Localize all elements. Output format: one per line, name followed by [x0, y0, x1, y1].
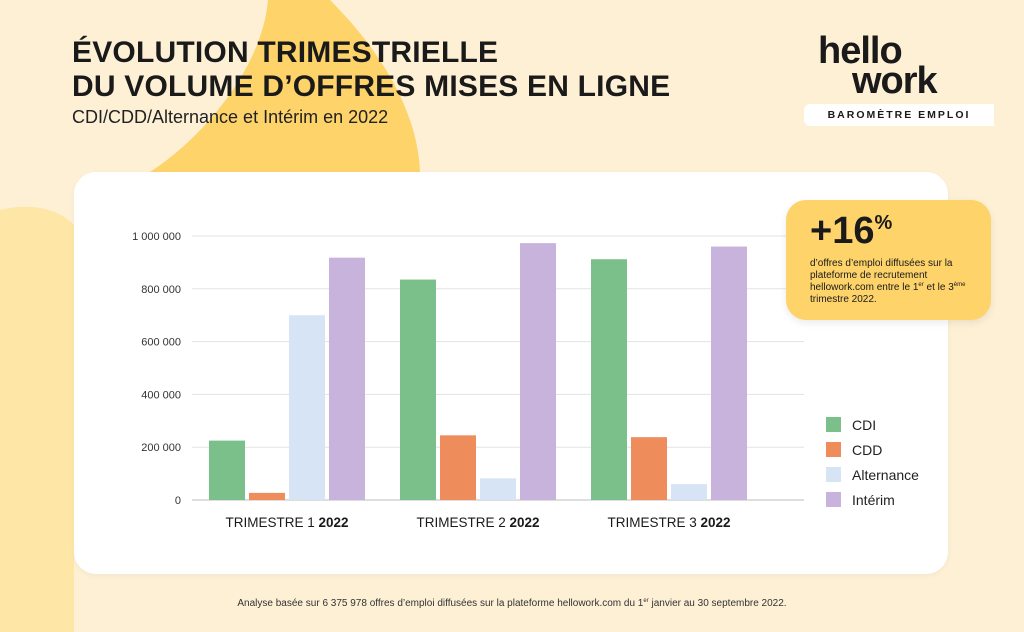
background-arc-shape	[150, 0, 420, 172]
x-tick-prefix: TRIMESTRE 2	[416, 515, 509, 530]
bar-intrim-q2	[520, 243, 556, 501]
logo-band-label: BAROMÈTRE EMPLOI	[804, 104, 994, 126]
callout-unit: %	[874, 212, 893, 234]
y-tick-label: 800 000	[141, 284, 181, 296]
page-subtitle: CDI/CDD/Alternance et Intérim en 2022	[72, 107, 389, 127]
legend-item: Intérim	[826, 487, 919, 512]
callout-text-c: trimestre 2022.	[810, 294, 877, 305]
bar-alternance-q1	[289, 315, 325, 500]
logo-wordmark: hello work	[804, 32, 994, 102]
x-tick-label: TRIMESTRE 2 2022	[416, 515, 539, 530]
title-line-1: ÉVOLUTION TRIMESTRIELLE	[72, 36, 499, 69]
callout-text-a: d’offres d’emploi diffusées sur la plate…	[810, 258, 953, 293]
callout-description: d’offres d’emploi diffusées sur la plate…	[810, 258, 982, 306]
bar-cdd-q2	[440, 435, 476, 500]
bar-cdi-q2	[400, 279, 436, 500]
header: ÉVOLUTION TRIMESTRIELLE DU VOLUME D’OFFR…	[72, 36, 670, 128]
bar-cdd-q3	[631, 437, 667, 500]
bar-cdi-q1	[209, 440, 245, 500]
bar-alternance-q3	[671, 484, 707, 500]
y-tick-label: 1 000 000	[132, 231, 181, 243]
logo-line-1: hello	[818, 30, 903, 72]
footnote: Analyse basée sur 6 375 978 offres d’emp…	[0, 598, 1024, 609]
footnote-text-b: janvier au 30 septembre 2022.	[648, 598, 787, 609]
x-tick-year: 2022	[318, 515, 348, 530]
hellowork-logo: hello work BAROMÈTRE EMPLOI	[804, 32, 994, 126]
x-tick-prefix: TRIMESTRE 1	[225, 515, 318, 530]
legend-swatch	[826, 442, 841, 457]
bar-intrim-q3	[711, 246, 747, 500]
footnote-text-a: Analyse basée sur 6 375 978 offres d’emp…	[237, 598, 644, 609]
legend-label: Alternance	[852, 466, 919, 483]
title-line-2: DU VOLUME D’OFFRES MISES EN LIGNE	[72, 70, 671, 103]
logo-line-2: work	[852, 60, 938, 102]
bar-intrim-q1	[329, 257, 365, 500]
callout-sup-2: ème	[953, 282, 966, 288]
legend-item: CDI	[826, 412, 919, 437]
growth-callout: +16% d’offres d’emploi diffusées sur la …	[786, 200, 991, 320]
x-tick-label: TRIMESTRE 3 2022	[607, 515, 730, 530]
x-tick-year: 2022	[700, 515, 730, 530]
page-title: ÉVOLUTION TRIMESTRIELLE DU VOLUME D’OFFR…	[72, 36, 670, 104]
legend-swatch	[826, 492, 841, 507]
bar-cdd-q1	[249, 492, 285, 500]
bar-alternance-q2	[480, 478, 516, 500]
legend-swatch	[826, 417, 841, 432]
legend-item: Alternance	[826, 462, 919, 487]
y-tick-label: 600 000	[141, 337, 181, 349]
x-tick-year: 2022	[509, 515, 539, 530]
legend-swatch	[826, 467, 841, 482]
x-tick-label: TRIMESTRE 1 2022	[225, 515, 348, 530]
x-tick-prefix: TRIMESTRE 3	[607, 515, 700, 530]
callout-text-b: et le 3	[923, 282, 954, 293]
callout-sup-1: er	[918, 282, 924, 288]
legend-label: Intérim	[852, 491, 895, 508]
legend-label: CDI	[852, 416, 877, 433]
y-tick-label: 0	[175, 495, 181, 507]
y-tick-label: 400 000	[141, 389, 181, 401]
footnote-sup: er	[643, 598, 649, 604]
background-wave-shape	[0, 206, 74, 632]
bar-cdi-q3	[591, 259, 627, 500]
y-tick-label: 200 000	[141, 442, 181, 454]
callout-number: +16	[810, 210, 875, 252]
chart-legend: CDI CDD Alternance Intérim	[826, 412, 919, 512]
legend-label: CDD	[852, 441, 883, 458]
callout-value: +16%	[810, 210, 892, 253]
legend-item: CDD	[826, 437, 919, 462]
